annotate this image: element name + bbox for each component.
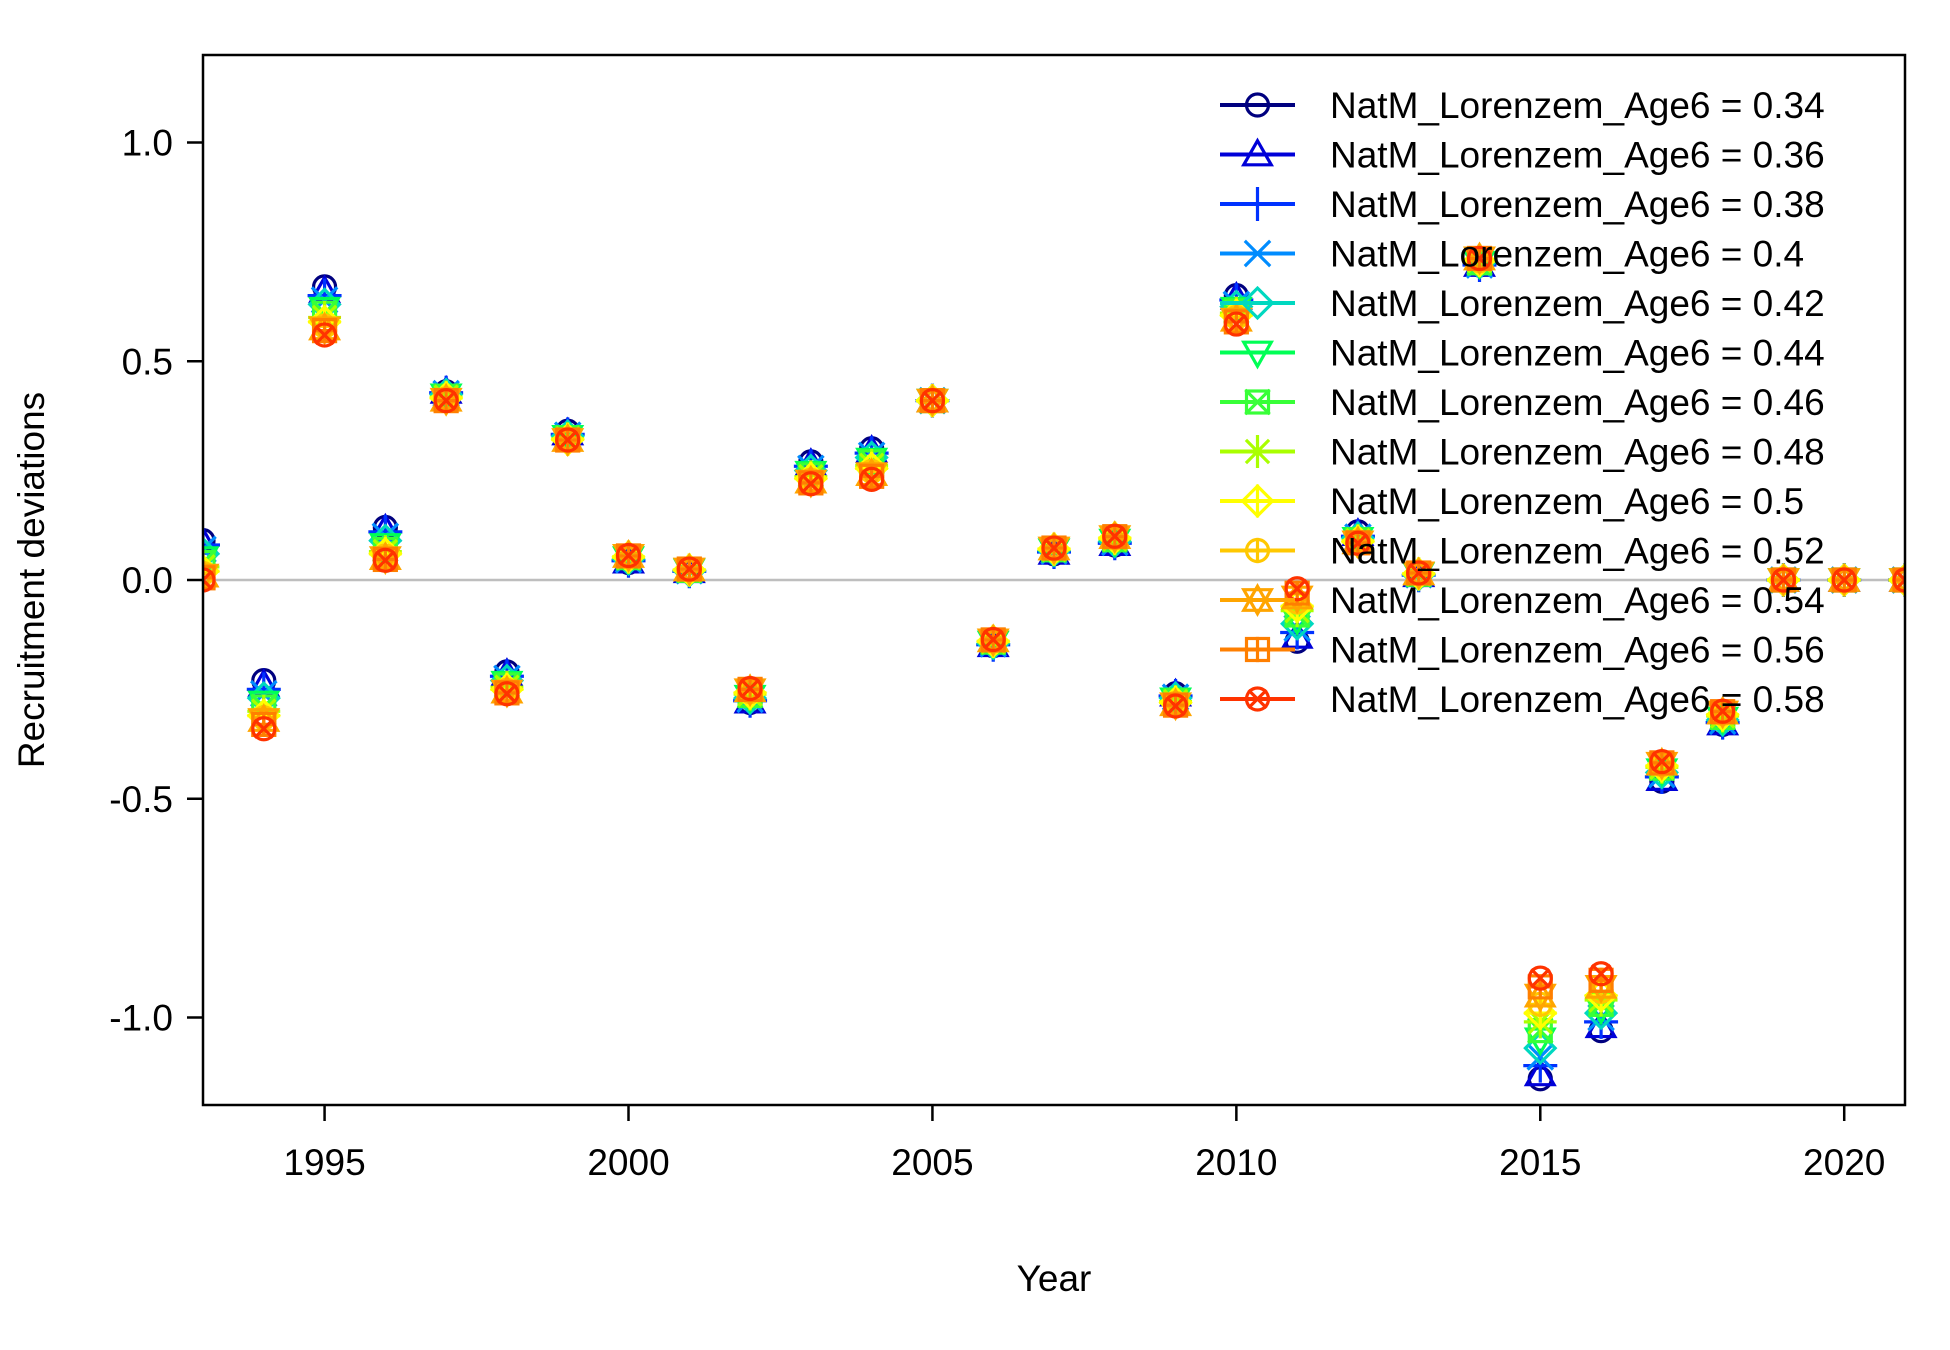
x-tick-label: 2020 bbox=[1803, 1142, 1885, 1183]
data-point bbox=[203, 567, 216, 593]
data-point bbox=[372, 547, 398, 573]
legend-item: NatM_Lorenzem_Age6 = 0.34 bbox=[1220, 85, 1825, 126]
data-point bbox=[1526, 1043, 1555, 1071]
legend-marker bbox=[1241, 435, 1274, 468]
x-axis-label: Year bbox=[1017, 1258, 1092, 1299]
legend-label: NatM_Lorenzem_Age6 = 0.42 bbox=[1330, 283, 1825, 324]
data-point bbox=[737, 675, 763, 702]
data-point bbox=[251, 716, 277, 742]
legend-label: NatM_Lorenzem_Age6 = 0.48 bbox=[1330, 432, 1825, 473]
legend-item: NatM_Lorenzem_Age6 = 0.48 bbox=[1220, 432, 1825, 473]
data-point bbox=[1406, 560, 1432, 586]
data-point bbox=[1588, 961, 1614, 987]
legend-item: NatM_Lorenzem_Age6 = 0.44 bbox=[1220, 333, 1825, 374]
legend-marker bbox=[1244, 537, 1271, 564]
data-point bbox=[798, 471, 824, 497]
y-tick-label: -1.0 bbox=[109, 998, 173, 1039]
legend-label: NatM_Lorenzem_Age6 = 0.5 bbox=[1330, 481, 1804, 522]
data-point bbox=[1102, 523, 1128, 549]
data-point bbox=[203, 528, 220, 562]
data-points-group bbox=[203, 241, 1905, 1092]
series-13 bbox=[203, 245, 1905, 991]
data-point bbox=[615, 542, 642, 569]
legend-label: NatM_Lorenzem_Age6 = 0.38 bbox=[1330, 184, 1825, 225]
y-tick-label: 0.0 bbox=[122, 560, 173, 601]
legend-label: NatM_Lorenzem_Age6 = 0.34 bbox=[1330, 85, 1825, 126]
data-point bbox=[1710, 698, 1736, 724]
data-point bbox=[919, 388, 946, 414]
data-point bbox=[1345, 530, 1371, 556]
x-tick-label: 2015 bbox=[1499, 1142, 1581, 1183]
y-axis-label: Recruitment deviations bbox=[11, 392, 52, 768]
data-point bbox=[980, 626, 1006, 653]
y-tick-label: -0.5 bbox=[109, 779, 173, 820]
data-point bbox=[1041, 535, 1067, 561]
x-tick-label: 2000 bbox=[587, 1142, 669, 1183]
legend-item: NatM_Lorenzem_Age6 = 0.54 bbox=[1220, 580, 1825, 621]
legend-item: NatM_Lorenzem_Age6 = 0.38 bbox=[1220, 184, 1825, 225]
legend-marker bbox=[1244, 388, 1271, 416]
legend-item: NatM_Lorenzem_Age6 = 0.58 bbox=[1220, 679, 1825, 720]
legend-label: NatM_Lorenzem_Age6 = 0.44 bbox=[1330, 333, 1825, 374]
y-tick-label: 0.5 bbox=[122, 341, 173, 382]
data-point bbox=[494, 681, 520, 707]
data-point bbox=[1527, 965, 1553, 991]
x-tick-label: 2005 bbox=[891, 1142, 973, 1183]
legend-item: NatM_Lorenzem_Age6 = 0.46 bbox=[1220, 382, 1825, 423]
x-tick-label: 1995 bbox=[283, 1142, 365, 1183]
data-point bbox=[1888, 563, 1905, 597]
data-point bbox=[1649, 748, 1675, 775]
legend-item: NatM_Lorenzem_Age6 = 0.4 bbox=[1220, 234, 1804, 275]
x-tick-label: 2010 bbox=[1195, 1142, 1277, 1183]
legend-label: NatM_Lorenzem_Age6 = 0.52 bbox=[1330, 531, 1825, 572]
legend-label: NatM_Lorenzem_Age6 = 0.58 bbox=[1330, 679, 1825, 720]
data-point bbox=[676, 556, 702, 582]
legend-marker bbox=[1244, 92, 1271, 118]
legend-label: NatM_Lorenzem_Age6 = 0.46 bbox=[1330, 382, 1825, 423]
series-1 bbox=[203, 252, 1905, 1092]
data-point bbox=[1284, 576, 1310, 602]
data-point bbox=[555, 427, 581, 453]
data-point bbox=[433, 388, 459, 414]
data-point bbox=[1831, 567, 1857, 593]
legend-marker bbox=[1244, 636, 1271, 663]
data-point bbox=[1523, 1057, 1557, 1087]
legend-marker bbox=[1240, 137, 1275, 167]
y-axis: -1.0 -0.5 0.0 0.5 1.0 bbox=[109, 123, 203, 1039]
legend-label: NatM_Lorenzem_Age6 = 0.54 bbox=[1330, 580, 1825, 621]
legend-marker bbox=[1244, 686, 1271, 712]
legend-item: NatM_Lorenzem_Age6 = 0.56 bbox=[1220, 630, 1825, 671]
legend-label: NatM_Lorenzem_Age6 = 0.56 bbox=[1330, 630, 1825, 671]
legend-item: NatM_Lorenzem_Age6 = 0.36 bbox=[1220, 135, 1825, 176]
legend-marker bbox=[1243, 239, 1272, 268]
data-point bbox=[1770, 567, 1797, 593]
legend-item: NatM_Lorenzem_Age6 = 0.5 bbox=[1220, 481, 1804, 522]
legend: NatM_Lorenzem_Age6 = 0.34 NatM_Lorenzem_A… bbox=[1220, 85, 1825, 720]
legend-item: NatM_Lorenzem_Age6 = 0.52 bbox=[1220, 531, 1825, 572]
data-point bbox=[1466, 245, 1493, 272]
legend-label: NatM_Lorenzem_Age6 = 0.36 bbox=[1330, 135, 1825, 176]
legend-marker bbox=[1240, 483, 1275, 519]
legend-label: NatM_Lorenzem_Age6 = 0.4 bbox=[1330, 234, 1804, 275]
x-axis: 1995 2000 2005 2010 2015 2020 bbox=[283, 1105, 1885, 1183]
legend-marker bbox=[1240, 285, 1275, 321]
y-tick-label: 1.0 bbox=[122, 123, 173, 164]
legend-marker bbox=[1240, 340, 1275, 370]
legend-item: NatM_Lorenzem_Age6 = 0.42 bbox=[1220, 283, 1825, 324]
data-point bbox=[311, 322, 338, 348]
data-point bbox=[859, 466, 885, 492]
legend-marker bbox=[1240, 187, 1275, 221]
data-point bbox=[1892, 567, 1905, 593]
data-point bbox=[1223, 311, 1249, 337]
legend-marker bbox=[1240, 583, 1275, 617]
data-point bbox=[1162, 693, 1189, 719]
